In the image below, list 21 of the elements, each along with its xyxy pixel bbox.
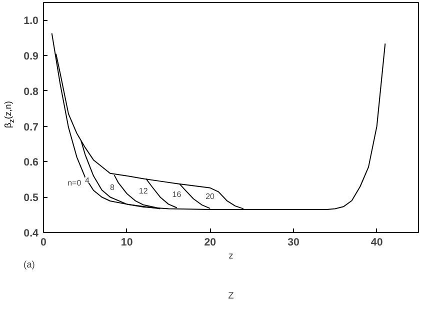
x-tick-label: 30: [288, 236, 300, 248]
y-tick-label: 0.5: [24, 192, 39, 204]
annotation: 8: [110, 182, 116, 192]
text: (a): [24, 260, 35, 270]
annotation: 16: [172, 190, 182, 200]
annotation: 4: [85, 176, 90, 185]
x-tick-label: 40: [370, 236, 383, 248]
annotation: 20: [206, 192, 216, 201]
y-tick-label: 0.9: [24, 50, 39, 63]
y-tick-label: 0.8: [24, 86, 39, 98]
y-tick-label: 1.0: [24, 15, 39, 28]
text: Z: [228, 290, 234, 300]
annotation: 12: [138, 186, 148, 196]
x-tick-label: 0: [40, 236, 47, 248]
y-tick-label: 0.4: [24, 228, 39, 240]
y-tick-label: 0.7: [24, 121, 39, 134]
x-axis-title: z: [228, 250, 234, 260]
y-tick-label: 0.6: [24, 156, 39, 169]
x-tick-label: 10: [120, 236, 133, 248]
x-tick-label: 20: [204, 236, 216, 248]
annotation: n=0: [68, 178, 82, 188]
